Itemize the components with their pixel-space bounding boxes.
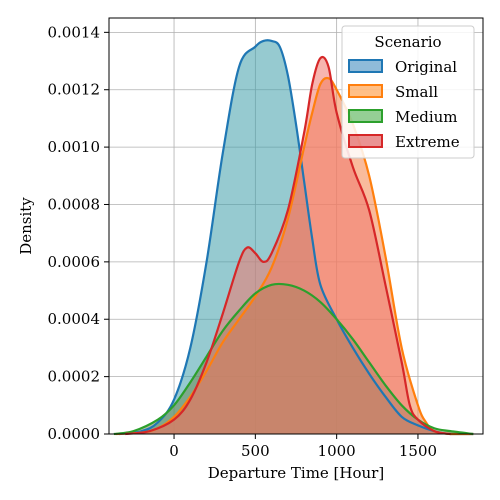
legend-item-small: Small (348, 83, 438, 101)
legend-title: Scenario (374, 33, 441, 51)
x-tick-label: 1500 (399, 442, 437, 460)
legend-item-extreme: Extreme (348, 133, 460, 151)
legend-item-original: Original (348, 58, 457, 76)
series-fills (113, 40, 474, 435)
y-tick-label: 0.0000 (48, 425, 101, 443)
legend-swatch-small (348, 84, 383, 98)
y-tick-label: 0.0008 (48, 195, 101, 213)
x-axis-label: Departure Time [Hour] (208, 464, 384, 482)
x-axis-ticks: 0 500 1000 1500 (169, 434, 437, 460)
legend-label: Medium (395, 108, 458, 126)
legend: Scenario Original Small Medium Extreme (341, 25, 475, 159)
y-tick-label: 0.0014 (48, 23, 101, 41)
legend-label: Small (395, 83, 438, 101)
y-tick-label: 0.0002 (48, 368, 101, 386)
y-axis-ticks: 0.0000 0.0002 0.0004 0.0006 0.0008 0.0010 0.00… (48, 23, 109, 443)
legend-swatch-medium (348, 109, 383, 123)
x-tick-label: 1000 (318, 442, 356, 460)
legend-item-medium: Medium (348, 108, 458, 126)
legend-swatch-extreme (348, 134, 383, 148)
series-lines (113, 39, 474, 436)
legend-label: Original (395, 58, 457, 76)
legend-label: Extreme (395, 133, 460, 151)
y-tick-label: 0.0006 (48, 253, 101, 271)
plot-frame (108, 17, 484, 435)
area-extreme (125, 57, 451, 434)
line-original (118, 39, 474, 436)
line-extreme (125, 55, 451, 436)
legend-swatch-original (348, 59, 383, 73)
x-tick-label: 0 (169, 442, 179, 460)
y-axis-label: Density (17, 197, 35, 255)
line-small (115, 76, 474, 436)
x-tick-label: 500 (241, 442, 270, 460)
y-tick-label: 0.0004 (48, 310, 101, 328)
legend-entries: Original Small Medium Extreme (348, 58, 460, 151)
y-tick-label: 0.0010 (48, 138, 101, 156)
y-tick-label: 0.0012 (48, 81, 101, 99)
line-medium (113, 282, 474, 436)
